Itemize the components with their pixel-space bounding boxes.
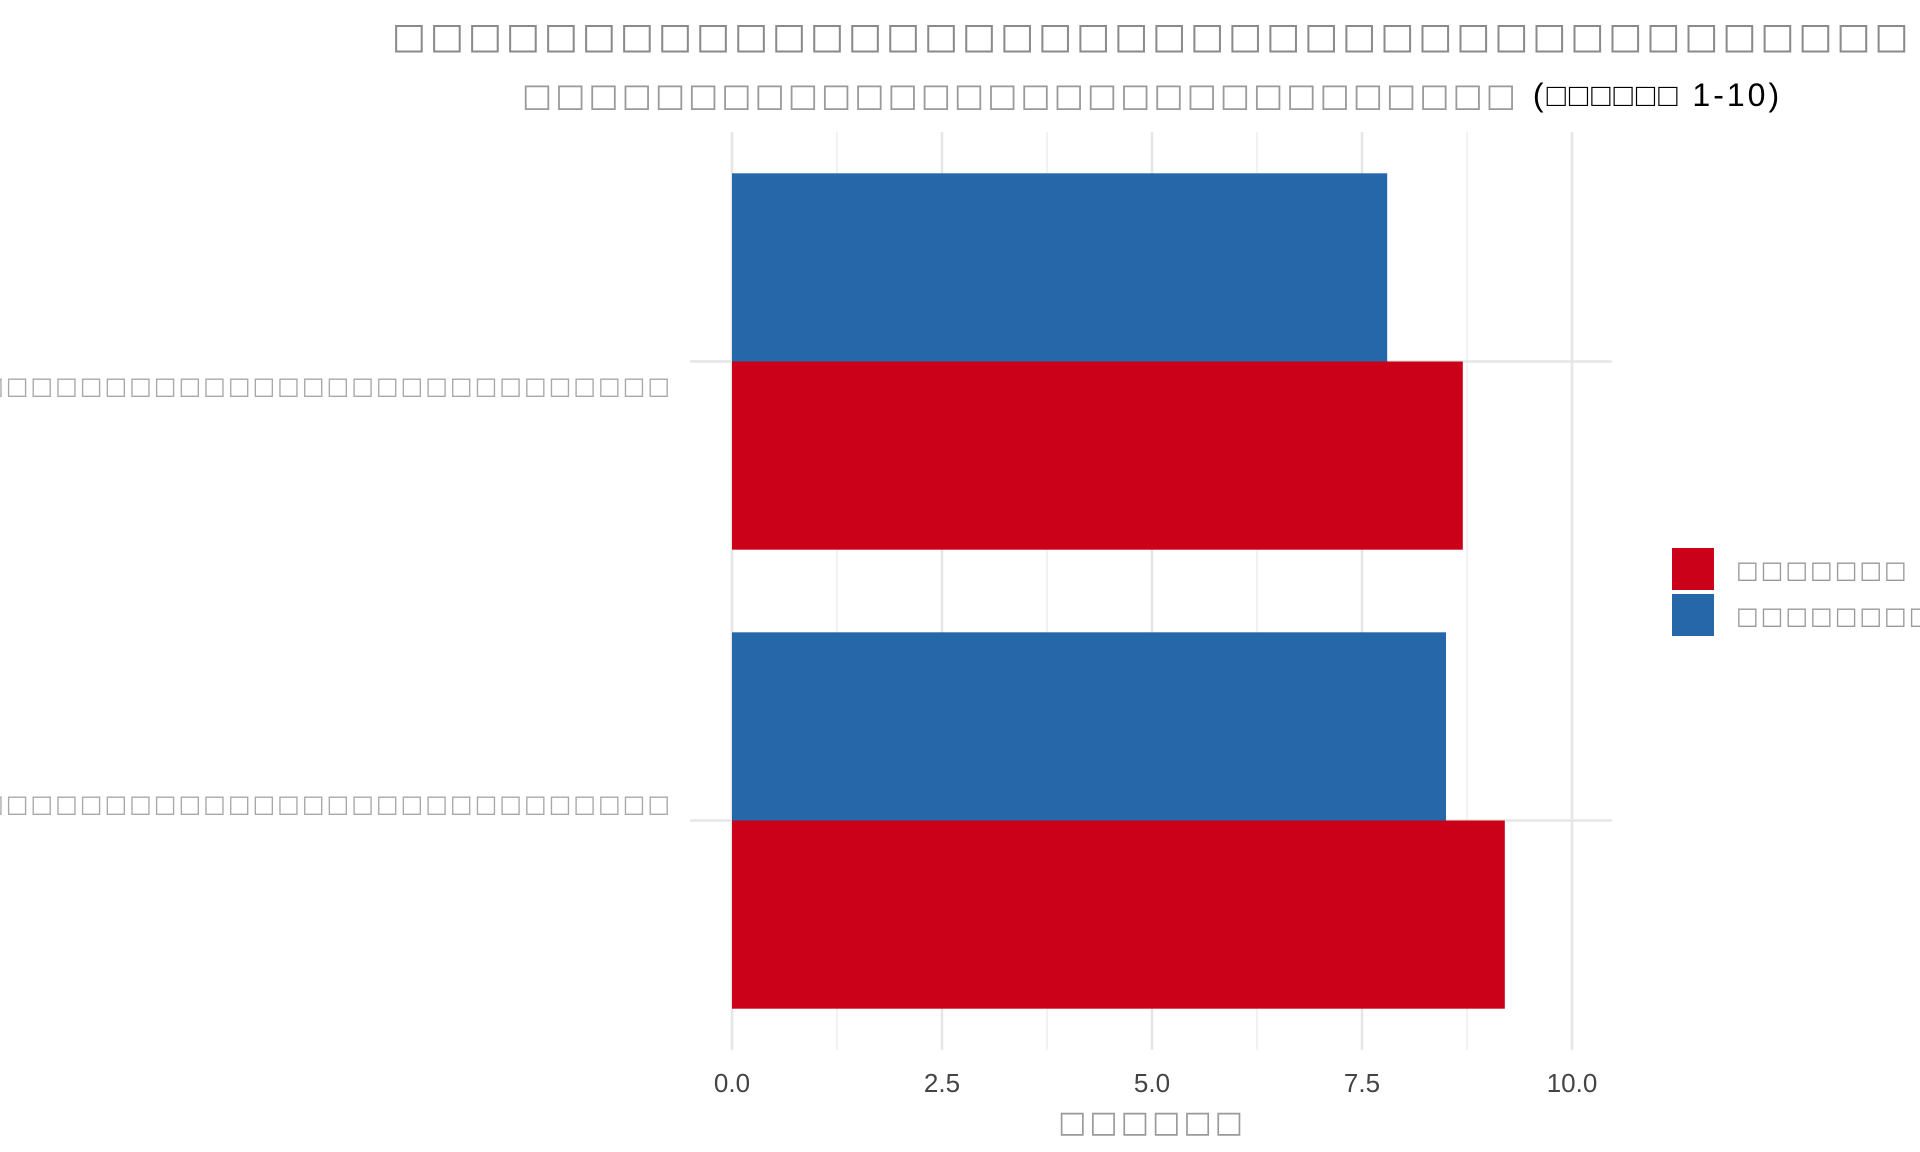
x-tick-label-3: 7.5 xyxy=(1344,1068,1380,1098)
legend-label-series-1: □□□□□□□ xyxy=(1736,556,1909,584)
bars xyxy=(732,173,1505,1009)
legend-swatch-series-1 xyxy=(1672,548,1714,590)
category-label-2: □□□□□□□□□□□□□□□□□□□□□□□□□□□□□□□□□□ xyxy=(0,790,672,818)
bar-series-2-category-1 xyxy=(732,173,1388,362)
chart-subtitle-tail: (□□□□□□ 1-10) xyxy=(1533,77,1782,113)
x-tick-label-2: 5.0 xyxy=(1134,1068,1170,1098)
chart-subtitle-main: □□□□□□□□□□□□□□□□□□□□□□□□□□□□□□ xyxy=(522,76,1519,114)
chart-subtitle: □□□□□□□□□□□□□□□□□□□□□□□□□□□□□□ (□□□□□□ 1-… xyxy=(522,76,1782,114)
legend-swatch-series-2 xyxy=(1672,594,1714,636)
x-tick-label-4: 10.0 xyxy=(1547,1068,1598,1098)
bar-series-1-category-1 xyxy=(732,361,1463,550)
bar-series-1-category-2 xyxy=(732,820,1505,1009)
bar-series-2-category-2 xyxy=(732,632,1446,821)
x-axis-title: □□□□□□ xyxy=(1058,1105,1246,1140)
x-tick-label-0: 0.0 xyxy=(714,1068,750,1098)
chart-title: □□□□□□□□□□□□□□□□□□□□□□□□□□□□□□□□□□□□□□□□ xyxy=(392,16,1913,57)
category-label-1: □□□□□□□□□□□□□□□□□□□□□□□□□□□□□□ xyxy=(0,372,672,400)
x-tick-label-1: 2.5 xyxy=(924,1068,960,1098)
legend-label-series-2: □□□□□□□□ xyxy=(1736,602,1920,630)
legend: □□□□□□□ □□□□□□□□ xyxy=(1672,548,1920,636)
